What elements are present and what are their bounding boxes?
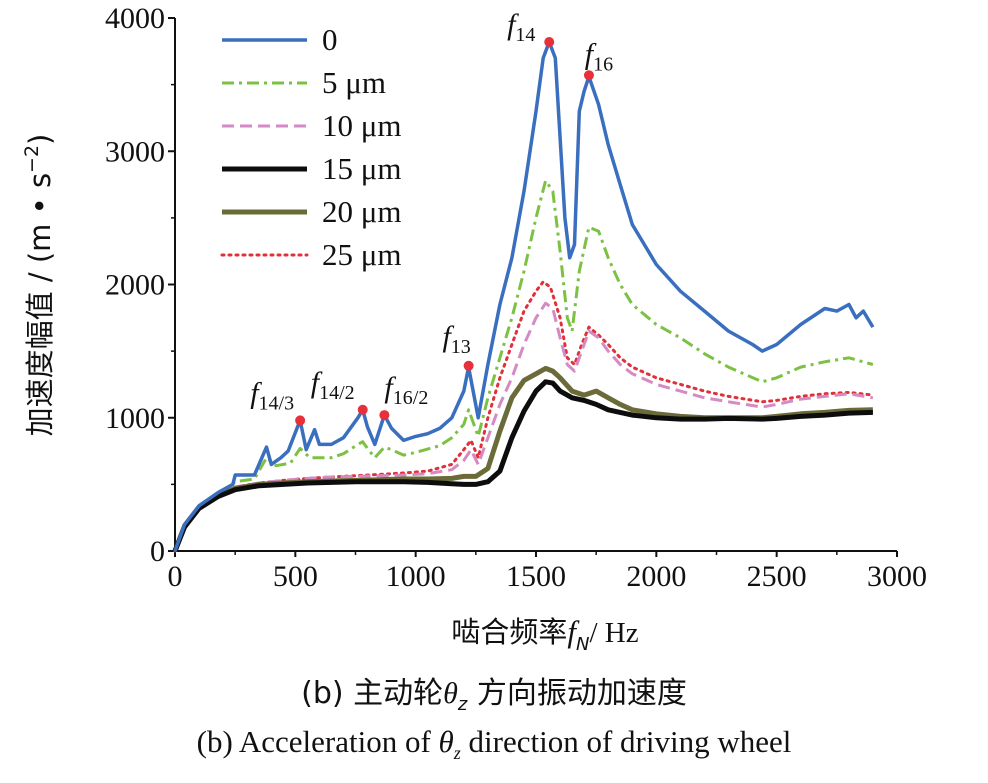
y-tick-label: 3000	[105, 135, 165, 168]
peak-marker	[544, 36, 555, 47]
x-axis-label-sub: N	[576, 634, 589, 655]
y-tick-label: 1000	[105, 402, 165, 435]
caption-english: (b) Acceleration of θz direction of driv…	[0, 724, 988, 764]
x-tick-label: 1500	[506, 560, 566, 593]
y-axis-label-end: )	[23, 134, 57, 145]
x-tick-label: 0	[168, 560, 183, 593]
peak-marker	[357, 404, 368, 415]
peak-markers: f14/3 f14/2 f16/2 f13 f14 f16	[250, 8, 613, 426]
y-axis-label-sup: −2	[21, 145, 43, 173]
x-axis-label-text: 啮合频率	[451, 615, 567, 649]
peak-label: f16/2	[384, 371, 428, 409]
caption-en-sub: z	[453, 743, 461, 764]
x-tick-label: 3000	[867, 560, 927, 593]
caption-en-var: θ	[438, 724, 454, 759]
caption-cn-post: 方向振动加速度	[467, 676, 687, 711]
series-line-10um	[173, 301, 874, 552]
caption-en-pre: (b) Acceleration of	[196, 724, 439, 759]
peak-marker	[463, 360, 474, 371]
legend-label: 15 μm	[322, 151, 401, 186]
x-tick-label: 2500	[747, 560, 807, 593]
x-tick-label: 1000	[386, 560, 446, 593]
legend-label: 5 μm	[322, 65, 386, 100]
y-tick-label: 0	[150, 535, 165, 568]
y-tick-label: 2000	[105, 269, 165, 302]
x-axis-label-unit: / Hz	[589, 617, 638, 649]
legend-label: 25 μm	[322, 237, 401, 272]
caption-cn-pre: (b) 主动轮	[301, 676, 444, 711]
peak-label: f14/2	[311, 366, 355, 404]
legend-label: 10 μm	[322, 108, 401, 143]
y-axis-label: 加速度幅值 / (m • s−2)	[21, 134, 57, 437]
series-layer	[172, 40, 875, 553]
caption-cn-sub: z	[457, 694, 468, 715]
caption-cn-var: θ	[443, 677, 458, 710]
peak-label: f16	[585, 37, 613, 75]
y-axis-label-text: 加速度幅值 / (m • s	[23, 173, 57, 436]
peak-marker	[583, 70, 594, 81]
series-line-15um	[172, 379, 873, 552]
y-tick-label: 4000	[105, 2, 165, 35]
caption-chinese: (b) 主动轮θz 方向振动加速度	[0, 668, 988, 715]
x-tick-label: 500	[273, 560, 318, 593]
axes: 0 500 1000 1500 2000 2500 3000 0 1000 2000 3000 400…	[105, 2, 927, 593]
peak-label: f14	[507, 8, 535, 46]
peak-marker	[295, 415, 306, 426]
legend-label: 20 μm	[322, 194, 401, 229]
x-axis-label: 啮合频率fN/ Hz	[451, 614, 638, 655]
series-line-0	[173, 40, 875, 552]
legend-label: 0	[322, 22, 338, 57]
caption-en-post: direction of driving wheel	[460, 724, 792, 759]
x-tick-label: 2000	[626, 560, 686, 593]
legend: 0 5 μm 10 μm 15 μm 20 μm 25 μm	[220, 22, 401, 272]
series-line-5um	[173, 179, 874, 552]
peak-label: f13	[442, 320, 470, 358]
peak-label: f14/3	[250, 376, 294, 414]
peak-marker	[379, 410, 390, 421]
chart-svg: 0 500 1000 1500 2000 2500 3000 0 1000 2000 3000 400…	[21, 2, 927, 655]
